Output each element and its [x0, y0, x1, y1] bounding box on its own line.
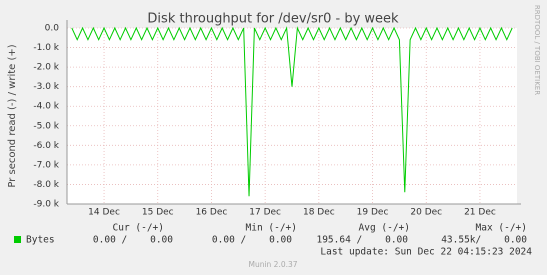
- x-tick-label: 17 Dec: [249, 208, 281, 218]
- legend-header: Max (-/+): [476, 223, 527, 234]
- y-tick-label: -7.0 k: [33, 160, 59, 170]
- y-tick-label: 0.0: [45, 24, 60, 34]
- y-tick-label: -1.0 k: [33, 43, 59, 53]
- last-update: Last update: Sun Dec 22 04:15:23 2024: [320, 247, 532, 258]
- legend-value: 195.64 / 0.00: [316, 235, 408, 246]
- x-tick-label: 15 Dec: [142, 208, 174, 218]
- y-tick-label: -5.0 k: [33, 121, 59, 131]
- y-axis-label: Pr second read (-) / write (+): [7, 44, 18, 187]
- legend-label: Bytes: [26, 235, 55, 246]
- x-tick-label: 21 Dec: [464, 208, 496, 218]
- legend-header: Min (-/+): [246, 223, 297, 234]
- legend-value: 0.00 / 0.00: [212, 235, 292, 246]
- legend-swatch: [14, 236, 21, 243]
- x-tick-label: 20 Dec: [410, 208, 442, 218]
- x-tick-label: 18 Dec: [303, 208, 335, 218]
- y-tick-label: -2.0 k: [33, 63, 59, 73]
- y-tick-label: -4.0 k: [33, 102, 59, 112]
- plot-area: [67, 28, 517, 204]
- x-tick-label: 19 Dec: [357, 208, 389, 218]
- y-tick-label: -8.0 k: [33, 180, 59, 190]
- data-line: [71, 26, 513, 197]
- legend-header: Cur (-/+): [113, 223, 164, 234]
- side-label: RRDTOOL / TOBI OETIKER: [533, 5, 541, 95]
- x-tick-label: 16 Dec: [196, 208, 228, 218]
- y-tick-label: -3.0 k: [33, 82, 59, 92]
- legend-value: 0.00 / 0.00: [93, 235, 173, 246]
- legend-header: Avg (-/+): [359, 223, 410, 234]
- chart-title: Disk throughput for /dev/sr0 - by week: [147, 12, 399, 27]
- footer: Munin 2.0.37: [248, 260, 297, 269]
- x-tick-label: 14 Dec: [88, 208, 120, 218]
- legend-value: 43.55k/ 0.00: [441, 235, 527, 246]
- y-tick-label: -9.0 k: [33, 200, 59, 210]
- y-tick-label: -6.0 k: [33, 141, 59, 151]
